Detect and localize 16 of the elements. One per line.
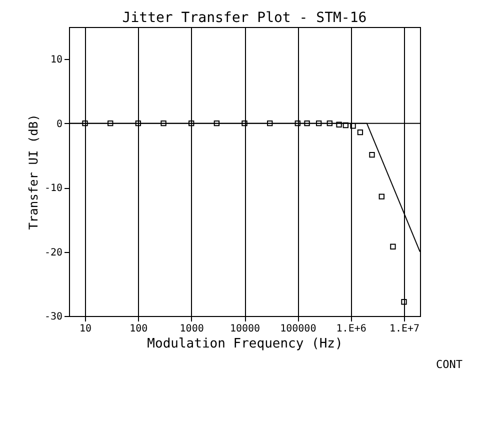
chart-title: Jitter Transfer Plot - STM-16: [122, 10, 367, 26]
y-tick-label: -30: [44, 312, 62, 322]
x-tick-label: 1000: [180, 324, 204, 334]
y-tick-label: -20: [44, 247, 62, 258]
text: CONT: [436, 358, 462, 371]
x-axis-title: Modulation Frequency (Hz): [147, 336, 343, 352]
y-tick-label: 10: [50, 54, 62, 66]
y-tick-label: -10: [44, 183, 62, 194]
y-axis-title: Transfer UI (dB): [26, 114, 40, 230]
x-tick-label: 10: [79, 324, 92, 334]
x-tick-label: 100: [130, 324, 148, 334]
x-tick-label: 1.E+7: [389, 324, 420, 334]
x-tick-label: 1.E+6: [336, 324, 366, 334]
x-tick-label: 10000: [230, 324, 260, 334]
x-tick-label: 100000: [280, 324, 316, 334]
y-tick-label: 0: [56, 118, 62, 130]
